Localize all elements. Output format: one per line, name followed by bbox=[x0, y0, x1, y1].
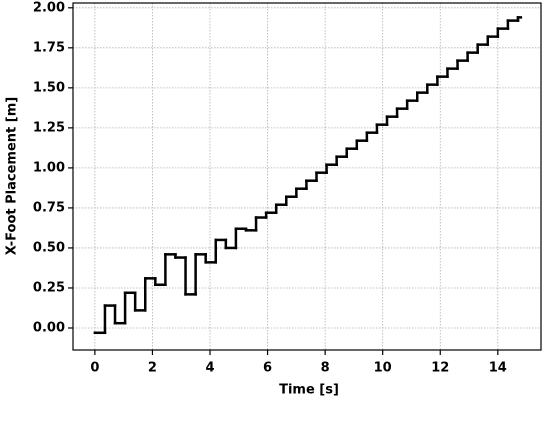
x-tick-label: 6 bbox=[263, 361, 272, 376]
x-tick-label: 2 bbox=[148, 361, 157, 376]
y-tick-label: 1.75 bbox=[33, 40, 65, 55]
y-tick-label: 0.25 bbox=[33, 280, 65, 295]
y-tick-label: 0.75 bbox=[33, 200, 65, 215]
y-axis-label: X-Foot Placement [m] bbox=[5, 97, 20, 255]
x-tick-label: 0 bbox=[90, 361, 99, 376]
plot-frame bbox=[72, 2, 542, 351]
y-tick-label: 1.25 bbox=[33, 120, 65, 135]
y-tick-label: 2.00 bbox=[33, 0, 65, 15]
y-tick-label: 1.00 bbox=[33, 160, 65, 175]
x-tick-label: 14 bbox=[489, 361, 507, 376]
y-tick-label: 0.00 bbox=[33, 320, 65, 335]
x-axis-label: Time [s] bbox=[279, 383, 339, 398]
y-tick-label: 0.50 bbox=[33, 240, 65, 255]
y-tick-label: 1.50 bbox=[33, 80, 65, 95]
x-tick-label: 12 bbox=[431, 361, 449, 376]
x-tick-label: 8 bbox=[321, 361, 330, 376]
x-tick-label: 10 bbox=[374, 361, 392, 376]
x-tick-label: 4 bbox=[205, 361, 214, 376]
